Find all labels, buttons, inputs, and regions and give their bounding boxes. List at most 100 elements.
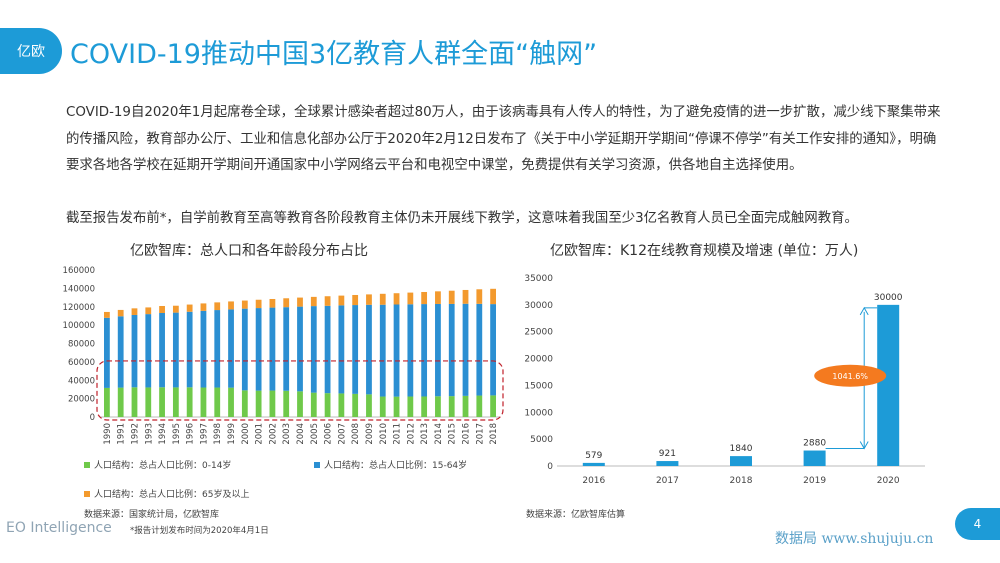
bar-segment-1995-1 — [172, 312, 179, 388]
y-tick-label: 35000 — [524, 274, 553, 284]
bar-segment-2012-1 — [407, 304, 414, 397]
x-tick-label: 2013 — [420, 423, 430, 445]
x-tick-label: 2020 — [877, 476, 900, 486]
page-title: COVID-19推动中国3亿教育人群全面“触网” — [70, 39, 598, 70]
data-label-2017: 921 — [659, 449, 676, 459]
k12-online-education-chart: 0 5000 10000 15000 20000 25000 30000 35000 579 20… — [524, 274, 925, 486]
bar-2019 — [803, 450, 826, 466]
intro-paragraph-1: COVID-19自2020年1月起席卷全球，全球累计感染者超过80万人，由于该病… — [66, 100, 946, 180]
bar-segment-1992-1 — [131, 314, 138, 388]
intro-text-2: 截至报告发布前*，自学前教育至高等教育各阶段教育主体仍未开展线下教学，这意味着我… — [66, 211, 858, 226]
bar-2016 — [582, 462, 605, 466]
x-tick-label: 2018 — [730, 476, 753, 486]
y-tick-label: 20000 — [524, 355, 553, 365]
legend-swatch-green — [84, 461, 90, 468]
page-number: 4 — [955, 508, 1000, 540]
x-tick-label: 2015 — [448, 423, 458, 445]
watermark: 数据局 www.shujuju.cn — [775, 531, 934, 547]
legend-swatch-blue — [314, 461, 320, 468]
y-tick-label: 160000 — [63, 266, 95, 276]
bar-segment-2015-0 — [448, 396, 455, 417]
bar-segment-1993-0 — [145, 387, 152, 417]
bar-segment-2017-0 — [476, 395, 483, 417]
bar-segment-2015-1 — [448, 303, 455, 397]
data-label-2018: 1840 — [730, 444, 753, 454]
bar-segment-2005-1 — [310, 306, 317, 393]
bar-segment-2011-2 — [393, 293, 400, 305]
y-tick-label: 100000 — [63, 321, 95, 331]
x-tick-label: 2011 — [393, 423, 403, 445]
bar-segment-2009-1 — [366, 304, 372, 395]
bar-segment-1999-2 — [228, 301, 234, 310]
legend-item-65plus: 人口结构：总占人口比例：65岁及以上 — [84, 487, 249, 500]
bar-segment-2003-0 — [283, 390, 290, 417]
bar-segment-2000-1 — [241, 308, 248, 391]
legend-label-15-64: 人口结构：总占人口比例：15-64岁 — [324, 461, 468, 471]
bar-segment-2007-0 — [338, 393, 345, 417]
bar-segment-2018-0 — [490, 395, 496, 417]
bar-segment-2004-2 — [297, 297, 303, 307]
bar-segment-2016-2 — [462, 289, 469, 304]
x-tick-label: 2007 — [337, 423, 347, 445]
legend-label-65plus: 人口结构：总占人口比例：65岁及以上 — [94, 490, 250, 500]
footer-note: *报告计划发布时间为2020年4月1日 — [130, 526, 269, 536]
y-tick-label: 20000 — [68, 395, 95, 405]
bar-segment-2008-1 — [352, 305, 359, 394]
bar-segment-1992-2 — [131, 308, 138, 315]
y-tick-label: 15000 — [524, 381, 553, 391]
data-label-2020: 30000 — [874, 293, 903, 303]
y-tick-label: 60000 — [68, 358, 95, 368]
brand-logo: 亿欧 — [0, 28, 62, 74]
x-tick-label: 2014 — [434, 423, 444, 445]
x-tick-label: 2016 — [462, 423, 472, 445]
legend-item-0-14: 人口结构：总占人口比例：0-14岁 — [84, 458, 231, 471]
left-chart-source: 数据来源：国家统计局，亿欧智库 — [84, 510, 220, 520]
footer-brand: EO Intelligence — [6, 520, 112, 536]
x-tick-label: 1998 — [213, 423, 223, 445]
legend-item-15-64: 人口结构：总占人口比例：15-64岁 — [314, 458, 467, 471]
population-chart: 0 20000 40000 60000 80000 100000 120000 140000 1… — [63, 266, 504, 445]
x-tick-label: 1992 — [130, 423, 140, 445]
bar-segment-1994-2 — [159, 305, 165, 313]
y-tick-label: 140000 — [63, 284, 95, 294]
y-tick-label: 40000 — [68, 376, 95, 386]
bar-segment-1995-2 — [172, 305, 179, 313]
bar-segment-1991-1 — [117, 316, 124, 388]
y-tick-label: 80000 — [68, 340, 95, 350]
y-tick-label: 30000 — [524, 301, 553, 311]
bar-segment-1990-2 — [104, 311, 110, 318]
bar-segment-2009-0 — [366, 394, 372, 417]
x-tick-label: 1994 — [158, 423, 168, 445]
y-tick-label: 0 — [90, 413, 95, 423]
y-tick-label: 10000 — [524, 408, 553, 418]
x-tick-label: 2019 — [803, 476, 826, 486]
x-tick-label: 2002 — [268, 423, 278, 445]
x-tick-label: 1995 — [172, 423, 182, 445]
bar-segment-2014-1 — [435, 303, 441, 397]
x-tick-label: 2012 — [406, 423, 416, 445]
bar-segment-2001-0 — [255, 390, 262, 417]
data-label-2019: 2880 — [803, 439, 826, 449]
x-tick-label: 2003 — [282, 423, 292, 445]
bar-segment-2009-2 — [366, 294, 372, 305]
x-tick-label: 2018 — [489, 423, 499, 445]
bar-segment-2011-0 — [393, 396, 400, 417]
chart-right-title: 亿欧智库：K12在线教育规模及增速 (单位：万人) — [550, 243, 859, 259]
bar-segment-1991-2 — [117, 309, 124, 317]
bar-segment-2006-0 — [324, 393, 331, 417]
bar-segment-2013-1 — [421, 304, 428, 397]
bar-segment-2008-2 — [352, 294, 359, 306]
growth-rate-badge — [814, 364, 887, 387]
bar-segment-1999-0 — [228, 387, 234, 417]
x-tick-label: 2009 — [365, 423, 375, 445]
bar-segment-1997-1 — [200, 310, 207, 388]
intro-text-1: COVID-19自2020年1月起席卷全球，全球累计感染者超过80万人，由于该病… — [66, 105, 941, 173]
x-tick-label: 2000 — [241, 423, 251, 445]
x-tick-label: 2001 — [255, 423, 265, 445]
bar-segment-2010-1 — [379, 304, 386, 397]
data-label-2016: 579 — [585, 451, 602, 461]
x-tick-label: 2005 — [310, 423, 320, 445]
bar-segment-2005-2 — [310, 296, 317, 307]
intro-paragraph-2: 截至报告发布前*，自学前教育至高等教育各阶段教育主体仍未开展线下教学，这意味着我… — [66, 206, 946, 233]
x-tick-label: 2016 — [582, 476, 605, 486]
